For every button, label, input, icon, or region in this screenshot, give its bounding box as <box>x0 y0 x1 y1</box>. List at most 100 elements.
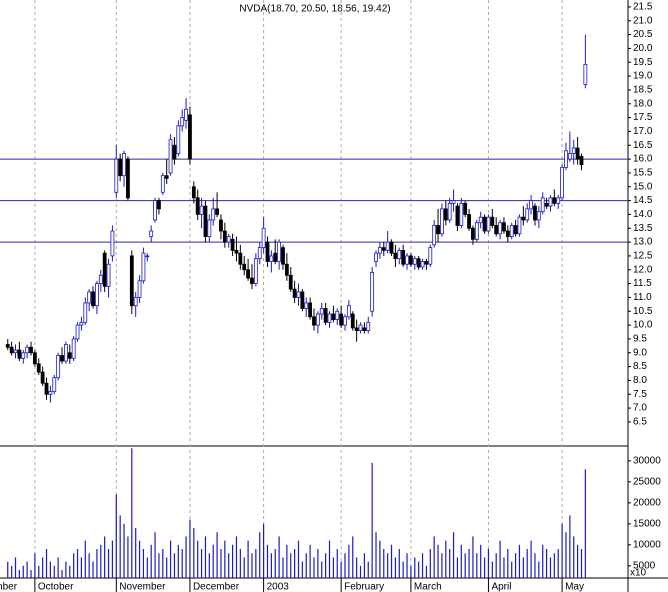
volume-bar <box>301 561 303 578</box>
candle-body <box>83 302 88 323</box>
candle-body <box>17 349 22 359</box>
candle-body <box>436 225 440 235</box>
candle-body <box>277 241 282 262</box>
candle-body <box>428 247 433 265</box>
candle-body <box>505 230 510 237</box>
volume-bar <box>73 553 75 578</box>
volume-bar <box>553 553 555 578</box>
candle-body <box>13 349 18 354</box>
volume-bar <box>239 549 241 578</box>
candle-body <box>459 202 464 226</box>
volume-bar <box>305 553 307 578</box>
candle-body <box>331 313 336 320</box>
volume-bar <box>255 549 257 578</box>
candle-body <box>71 338 76 359</box>
volume-bar <box>328 540 331 578</box>
volume-bar <box>437 544 439 578</box>
y-tick-label: 11.0 <box>633 292 652 303</box>
candle-body <box>575 147 580 160</box>
volume-bar <box>158 553 160 578</box>
candle-body <box>471 227 475 240</box>
candle-body <box>343 316 347 326</box>
volume-bar <box>375 532 377 578</box>
candle-body <box>370 272 375 312</box>
candle-body <box>304 302 309 309</box>
volume-bar <box>297 540 300 578</box>
candle-body <box>498 222 502 235</box>
volume-bar <box>464 553 466 578</box>
y-tick-label: 18.0 <box>633 98 653 109</box>
volume-bar <box>433 536 435 578</box>
volume-bar <box>49 561 51 578</box>
candle-body <box>533 205 537 221</box>
volume-bar <box>503 557 505 578</box>
candle-body <box>490 216 495 226</box>
candle-body <box>36 363 41 373</box>
volume-bar <box>514 553 517 578</box>
candle-body <box>164 175 169 179</box>
volume-bar <box>577 544 579 578</box>
candle-body <box>141 252 146 282</box>
candle-body <box>451 200 456 204</box>
candle-body <box>529 200 533 210</box>
y-tick-label: 17.0 <box>633 126 653 137</box>
volume-bar <box>580 549 583 578</box>
candle-body <box>137 280 142 298</box>
y-tick-label: 18.5 <box>633 85 653 96</box>
candle-body <box>110 230 115 257</box>
volume-bar <box>166 557 168 578</box>
volume-bar <box>169 540 172 578</box>
volume-bar <box>294 549 296 578</box>
volume-bar <box>150 544 152 578</box>
y-tick-label: 7.5 <box>633 389 647 400</box>
candle-body <box>335 310 340 320</box>
volume-bar <box>193 528 195 578</box>
volume-unit: x10 <box>630 568 647 579</box>
candle-body <box>509 225 514 237</box>
volume-bar <box>7 561 9 578</box>
volume-bar <box>111 540 114 578</box>
candle-body <box>195 197 200 215</box>
x-tick-label: May <box>565 582 584 592</box>
volume-bar <box>189 519 191 578</box>
x-tick-label: April <box>491 582 511 592</box>
candle-body <box>180 117 185 127</box>
volume-bar <box>317 549 319 578</box>
volume-bar <box>402 561 404 578</box>
volume-bar <box>266 544 269 578</box>
y2-tick-label: 15000 <box>633 518 661 529</box>
volume-bar <box>84 540 86 578</box>
volume-bar <box>216 532 218 578</box>
volume-bar <box>208 553 210 578</box>
y-tick-label: 8.5 <box>633 361 647 372</box>
candle-body <box>540 197 545 213</box>
volume-bar <box>557 549 559 578</box>
candle-body <box>319 308 324 315</box>
volume-bar <box>367 561 369 578</box>
volume-bar <box>212 544 214 578</box>
volume-bar <box>224 540 226 578</box>
candle-body <box>29 346 33 354</box>
volume-bar <box>491 561 493 578</box>
volume-bar <box>542 544 544 578</box>
y-tick-label: 16.5 <box>633 140 653 151</box>
candle-body <box>389 241 394 254</box>
candle-body <box>544 202 549 207</box>
volume-bar <box>45 549 48 578</box>
candle-body <box>126 158 130 199</box>
candle-body <box>215 208 219 215</box>
candle-body <box>48 391 53 395</box>
candle-body <box>354 327 359 332</box>
volume-bar <box>173 553 176 578</box>
volume-bar <box>414 557 416 578</box>
candle-body <box>149 230 154 237</box>
candle-body <box>281 247 285 265</box>
volume-bar <box>526 549 528 578</box>
volume-bar <box>138 540 141 578</box>
y-tick-label: 14.5 <box>633 195 653 206</box>
candle-body <box>133 297 138 307</box>
volume-bar <box>220 549 222 578</box>
candle-body <box>455 205 460 226</box>
volume-bar <box>30 570 32 578</box>
volume-bar <box>313 557 315 578</box>
